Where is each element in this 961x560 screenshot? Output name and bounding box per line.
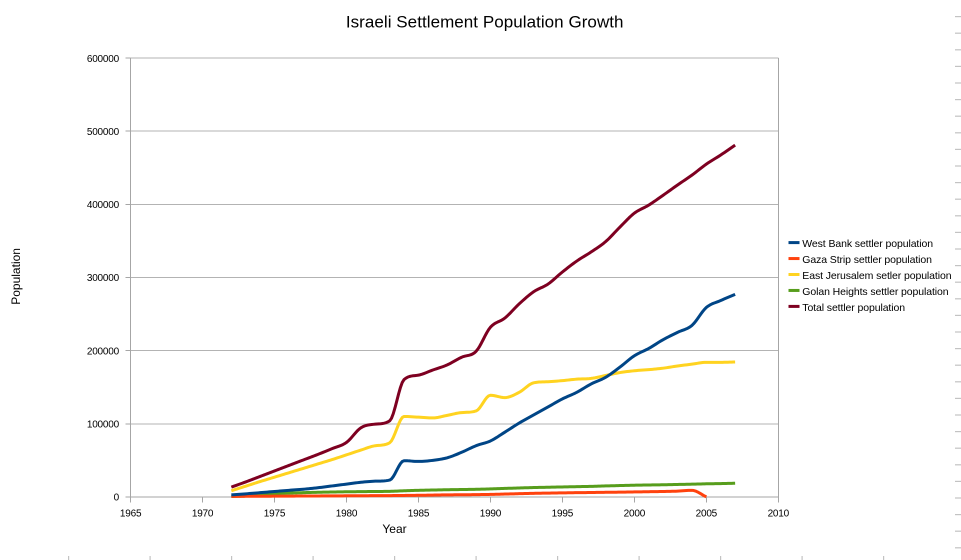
svg-text:Golan Heights settler populati: Golan Heights settler population [802,286,948,298]
svg-text:Israeli Settlement Population: Israeli Settlement Population Growth [346,12,624,31]
svg-text:1970: 1970 [192,508,214,519]
svg-text:Year: Year [382,522,406,536]
svg-text:2005: 2005 [696,508,718,519]
svg-text:200000: 200000 [87,346,120,357]
svg-text:Gaza Strip settler population: Gaza Strip settler population [802,254,932,266]
svg-text:100000: 100000 [87,419,120,430]
svg-text:1980: 1980 [336,508,358,519]
svg-text:Population: Population [9,248,23,305]
svg-text:1990: 1990 [480,508,502,519]
svg-text:Total settler population: Total settler population [802,302,905,314]
svg-text:500000: 500000 [87,127,120,138]
svg-text:2000: 2000 [624,508,646,519]
svg-text:West Bank settler population: West Bank settler population [802,238,933,250]
svg-text:1975: 1975 [264,508,286,519]
svg-text:1995: 1995 [552,508,574,519]
svg-text:1985: 1985 [408,508,430,519]
svg-text:0: 0 [114,493,120,504]
svg-text:1965: 1965 [120,508,142,519]
svg-text:East Jerusalem setler populati: East Jerusalem setler population [802,270,951,282]
svg-text:400000: 400000 [87,200,120,211]
svg-text:600000: 600000 [87,54,120,65]
svg-text:300000: 300000 [87,273,120,284]
svg-text:2010: 2010 [768,508,790,519]
